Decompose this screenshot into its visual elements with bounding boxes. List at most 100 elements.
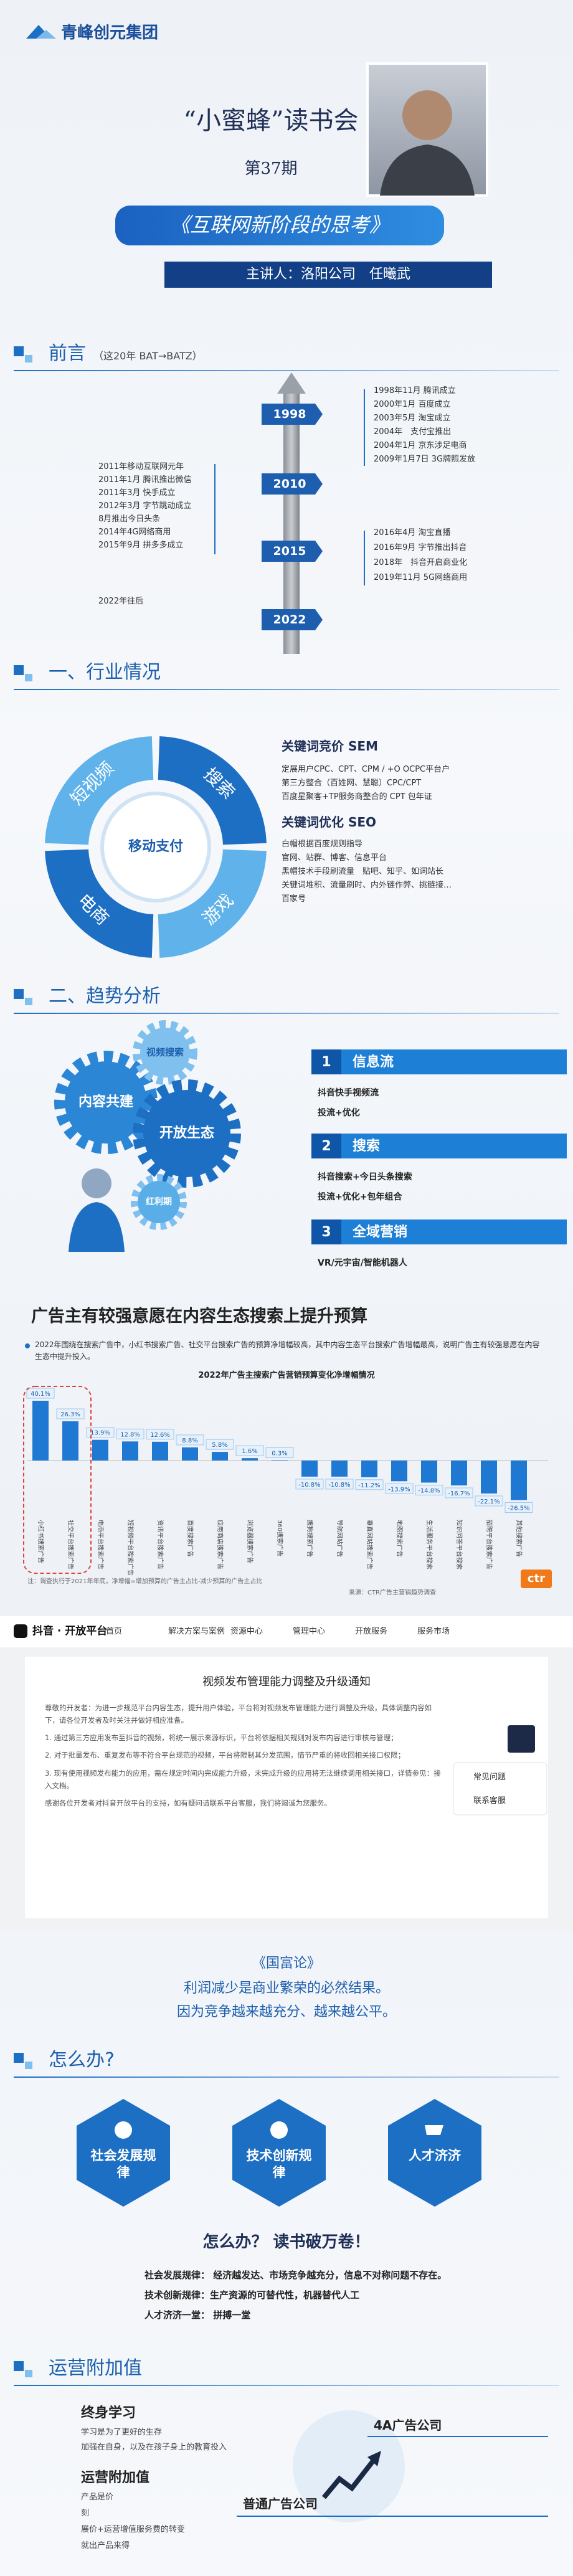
event: 1998年11月 腾讯成立: [374, 386, 456, 395]
value-item: 刻: [81, 2509, 90, 2518]
growth-arrow: [321, 2458, 376, 2499]
nav-item: 解决方案与案例: [168, 1627, 225, 1636]
value-label-box: [26, 1388, 55, 1399]
quote-book: 《国富论》: [252, 1956, 321, 1971]
speaker-banner: [164, 262, 492, 288]
year-box: [262, 541, 323, 562]
value-label: -22.1%: [478, 1499, 500, 1505]
hex-icon: [270, 2121, 288, 2139]
value-label: -10.8%: [328, 1482, 350, 1489]
step-bar: [311, 1219, 567, 1244]
value-label-box: [325, 1479, 354, 1490]
heading-marker: [14, 2361, 24, 2371]
sem-item: 定展用户CPC、CPT、CPM / +O OCPC平台户: [282, 765, 450, 774]
heading-marker: [14, 665, 24, 675]
bar: [32, 1401, 49, 1461]
gear-teeth: [133, 1020, 197, 1085]
quote-line: 因为竞争越来越充分、越来越公平。: [176, 2004, 396, 2020]
ad-heading: 广告主有较强意愿在内容生态搜索上提升预算: [31, 1307, 367, 1326]
event: 2015年9月 拼多多成立: [98, 541, 184, 550]
value-item: 产品是价: [81, 2493, 114, 2502]
side-item: 联系客服: [473, 1796, 506, 1806]
gear-label: 内容共建: [78, 1094, 133, 1110]
value-label-box: [355, 1479, 384, 1490]
category-label: 搜狗搜索广告: [306, 1520, 314, 1557]
heading-marker: [25, 2062, 32, 2069]
level-label: 4A广告公司: [374, 2418, 442, 2433]
category-label: 社交平台搜索广告: [67, 1520, 75, 1570]
learn-item: 学习是为了更好的生存: [81, 2428, 163, 2437]
sem-title: 关键词竞价 SEM: [282, 739, 378, 754]
heading-sub: （这20年 BAT→BATZ）: [93, 350, 202, 362]
bar: [481, 1461, 497, 1494]
category-label: 地图搜索广告: [395, 1520, 404, 1557]
bar: [331, 1461, 348, 1477]
category-label: 百度搜索广告: [186, 1520, 194, 1557]
brand-icon: [14, 1624, 27, 1638]
hex: [388, 2099, 481, 2207]
gear-teeth: [133, 1079, 241, 1188]
note: 注：调查执行于2021年年底，净增幅=增加预算的广告主占比-减少预算的广告主占比: [27, 1578, 263, 1585]
logo-mark: [36, 30, 56, 39]
gear-teeth: [131, 1174, 187, 1230]
seo-title: 关键词优化 SEO: [282, 815, 377, 830]
step-number: 1: [321, 1054, 331, 1070]
ring-center: [100, 792, 211, 902]
event: 2018年 抖音开启商业化: [374, 558, 468, 567]
event: 2022年往后: [98, 597, 144, 606]
step-number: 2: [321, 1139, 331, 1154]
bar: [92, 1439, 108, 1461]
notice-title: 视频发布管理能力调整及升级通知: [202, 1675, 371, 1688]
source: 来源：CTR广告主营销趋势调查: [349, 1589, 437, 1596]
year-box: [262, 404, 323, 425]
timeline-head: [277, 372, 306, 394]
heading-line: [14, 2076, 559, 2078]
bar: [451, 1461, 467, 1485]
level-label: 普通广告公司: [243, 2496, 318, 2511]
category-label: 垂直网站搜索广告: [366, 1520, 374, 1570]
topic: 《互联网新阶段的思考》: [169, 213, 389, 237]
section-heading: 一、行业情况: [49, 661, 161, 683]
year-box: [262, 609, 323, 630]
value-label-box: [385, 1483, 414, 1494]
step-bar: [311, 1049, 567, 1074]
event: 2004年 支付宝推出: [374, 427, 452, 437]
issue: 第37期: [244, 159, 298, 178]
hex: [77, 2099, 170, 2207]
hex-label: 社会发展规律: [90, 2148, 156, 2181]
step-title: 搜索: [353, 1139, 381, 1154]
notice-body: 尊敬的开发者：为进一步规范平台内容生态，提升用户体验，平台将对视频发布管理能力进…: [45, 1702, 443, 1814]
event: 2011年移动互联网元年: [98, 462, 184, 471]
heading-marker: [14, 989, 24, 999]
step-item: 抖音搜索+今日头条搜索: [318, 1172, 412, 1182]
step-item: 抖音快手视频流: [318, 1088, 379, 1098]
highlight-box: [23, 1386, 92, 1574]
logo-text: 青峰创元集团: [61, 24, 159, 42]
ctr-logo-text: ctr: [527, 1572, 546, 1585]
nav-item: 服务市场: [417, 1627, 450, 1636]
heading-marker: [25, 998, 32, 1005]
heading-marker: [25, 355, 32, 362]
value-label-box: [86, 1427, 115, 1438]
chart-title: 2022年广告主搜索广告营销预算变化净增幅情况: [198, 1370, 374, 1380]
category-label: 360搜索广告: [276, 1520, 284, 1556]
gear: [138, 1181, 180, 1223]
seo-item: 黑帽技术手段刷流量 贴吧、知乎、如词站长: [282, 867, 444, 876]
notice-paragraph: 感谢各位开发者对抖音开放平台的支持，如有疑问请联系平台客服，我们将竭诚为您服务。: [45, 1798, 331, 1807]
reading-club-title: “小蜜蜂”读书会: [183, 107, 359, 135]
step-item: 投流+优化+包年组合: [318, 1192, 402, 1202]
value-label-box: [146, 1429, 174, 1440]
heading-line: [14, 689, 559, 690]
value-label-box: [265, 1447, 294, 1458]
event: 2014年4G网络商用: [98, 528, 171, 537]
event: 2000年1月 百度成立: [374, 400, 451, 409]
value-label: 12.8%: [120, 1431, 140, 1438]
value-label: -11.2%: [358, 1482, 380, 1489]
side-panel: [453, 1762, 547, 1816]
seo-item: 百家号: [282, 894, 306, 904]
step-item: 投流+优化: [318, 1108, 360, 1118]
step-bar-cap: [311, 1134, 341, 1158]
value-item: 展价+运营增值服务费的转变: [81, 2525, 185, 2534]
nav-item: 开放服务: [355, 1627, 388, 1636]
